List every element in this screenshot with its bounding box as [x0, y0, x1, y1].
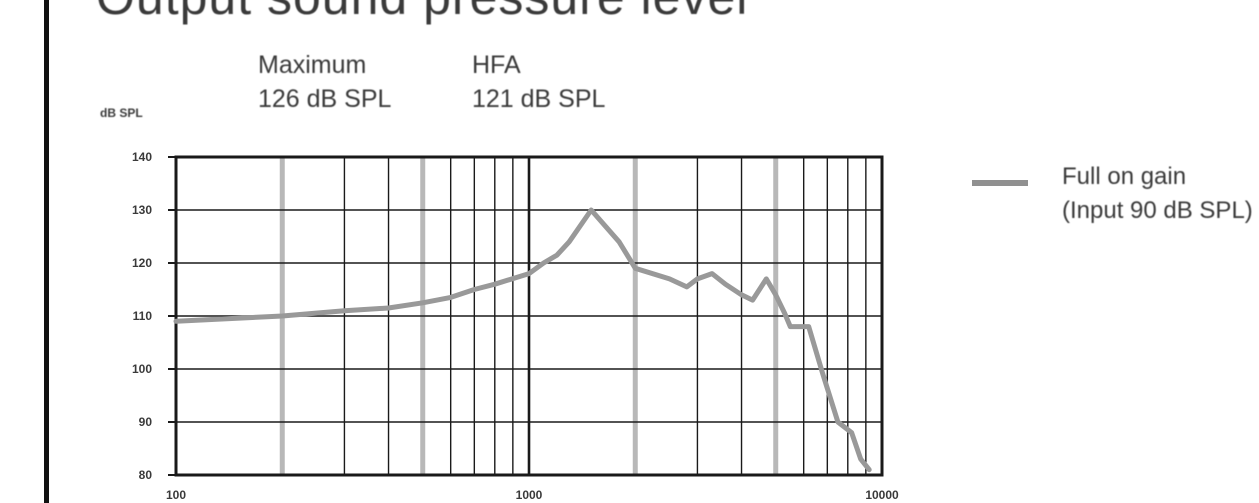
- y-axis-label: dB SPL: [100, 106, 143, 120]
- data-point: [634, 267, 637, 270]
- y-tick-label: 110: [133, 309, 153, 323]
- data-point: [343, 309, 346, 312]
- data-point: [174, 320, 178, 323]
- data-point: [797, 325, 800, 328]
- data-point: [421, 301, 424, 304]
- data-point: [710, 272, 714, 275]
- legend-label-line1: Full on gain: [1062, 163, 1187, 190]
- stat-maximum: Maximum 126 dB SPL: [258, 48, 391, 116]
- data-point: [542, 261, 545, 265]
- data-point: [527, 272, 531, 275]
- legend-label-line2: (Input 90 dB SPL): [1062, 197, 1253, 224]
- y-tick-label: 120: [132, 256, 152, 270]
- y-tick-label: 80: [139, 468, 153, 482]
- data-point: [774, 293, 777, 296]
- data-point: [473, 288, 476, 291]
- data-point: [868, 468, 871, 471]
- stat-hfa: HFA 121 dB SPL: [472, 48, 605, 116]
- chart-legend: Full on gain (Input 90 dB SPL): [972, 160, 1259, 240]
- data-point: [589, 208, 593, 212]
- data-point: [568, 240, 571, 243]
- data-point: [751, 298, 754, 302]
- data-point: [555, 253, 559, 257]
- data-point: [789, 325, 792, 328]
- y-tick-label: 130: [132, 203, 152, 217]
- data-point: [696, 277, 699, 281]
- legend-swatch: [972, 180, 1028, 186]
- data-point: [859, 457, 862, 461]
- page-title: Output sound pressure level: [96, 0, 748, 26]
- data-point: [617, 240, 621, 243]
- x-tick-label: 1000: [516, 488, 543, 502]
- data-point: [783, 312, 786, 315]
- y-tick-label: 90: [139, 415, 153, 429]
- data-point: [685, 285, 689, 289]
- legend-label: Full on gain (Input 90 dB SPL): [1062, 160, 1253, 228]
- data-point: [493, 283, 496, 286]
- x-tick-label: 100: [166, 488, 186, 502]
- stat-maximum-value: 126 dB SPL: [258, 85, 392, 113]
- x-tick-label: 10000: [865, 488, 899, 502]
- data-point: [724, 283, 727, 286]
- data-point: [387, 306, 390, 310]
- data-point: [821, 373, 825, 376]
- data-point: [765, 277, 768, 281]
- data-point: [740, 293, 743, 296]
- stat-maximum-label: Maximum: [258, 51, 367, 79]
- y-tick-label: 140: [132, 150, 152, 164]
- left-border-rule: [44, 0, 49, 503]
- stat-hfa-value: 121 dB SPL: [472, 85, 606, 113]
- data-point: [836, 420, 840, 424]
- data-point: [668, 277, 671, 281]
- data-point: [850, 431, 853, 434]
- chart-tick-labels: 80 90 100 110 120 130 140 100 1000 10000: [132, 150, 899, 502]
- data-point: [449, 296, 452, 299]
- y-tick-label: 100: [132, 362, 152, 376]
- data-point: [281, 314, 284, 318]
- chart-series-group: [173, 207, 872, 473]
- data-point: [807, 325, 810, 328]
- stat-hfa-label: HFA: [472, 51, 521, 79]
